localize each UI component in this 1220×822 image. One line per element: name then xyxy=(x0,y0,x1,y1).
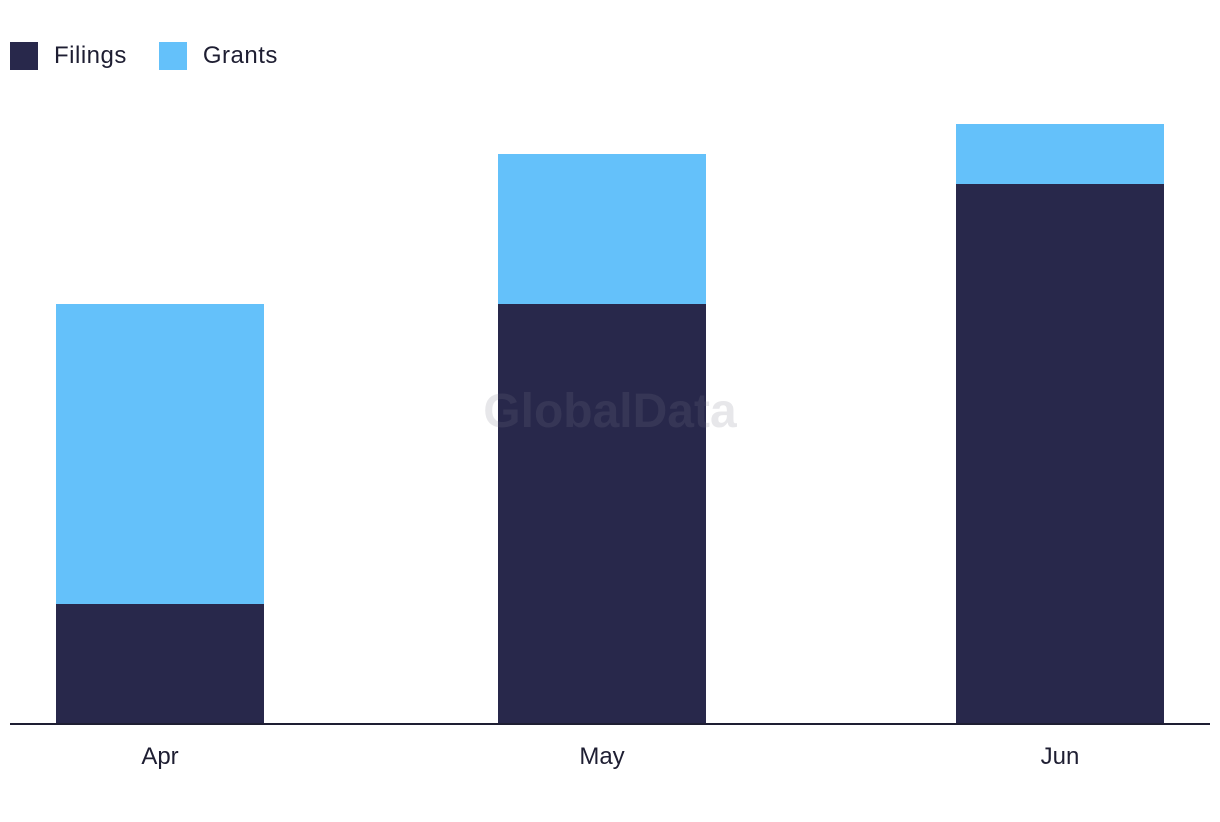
legend-swatch-grants xyxy=(158,42,187,70)
legend-label-filings: Filings xyxy=(54,42,127,69)
legend-label-grants: Grants xyxy=(202,42,278,69)
x-tick-label-apr: Apr xyxy=(141,743,178,770)
legend: Filings Grants xyxy=(10,42,310,70)
x-tick-label-may: May xyxy=(579,743,624,770)
bar-grants-jun xyxy=(956,124,1164,184)
x-tick-labels: Apr May Jun xyxy=(141,743,1079,770)
bar-filings-may xyxy=(498,304,706,724)
bars-group xyxy=(56,124,1164,724)
bar-grants-apr xyxy=(56,304,264,604)
legend-item-filings: Filings xyxy=(10,42,127,70)
legend-swatch-filings xyxy=(10,42,38,70)
x-tick-label-jun: Jun xyxy=(1041,743,1080,770)
bar-filings-apr xyxy=(56,604,264,724)
legend-item-grants: Grants xyxy=(158,42,278,70)
bar-filings-jun xyxy=(956,184,1164,724)
bar-grants-may xyxy=(498,154,706,304)
